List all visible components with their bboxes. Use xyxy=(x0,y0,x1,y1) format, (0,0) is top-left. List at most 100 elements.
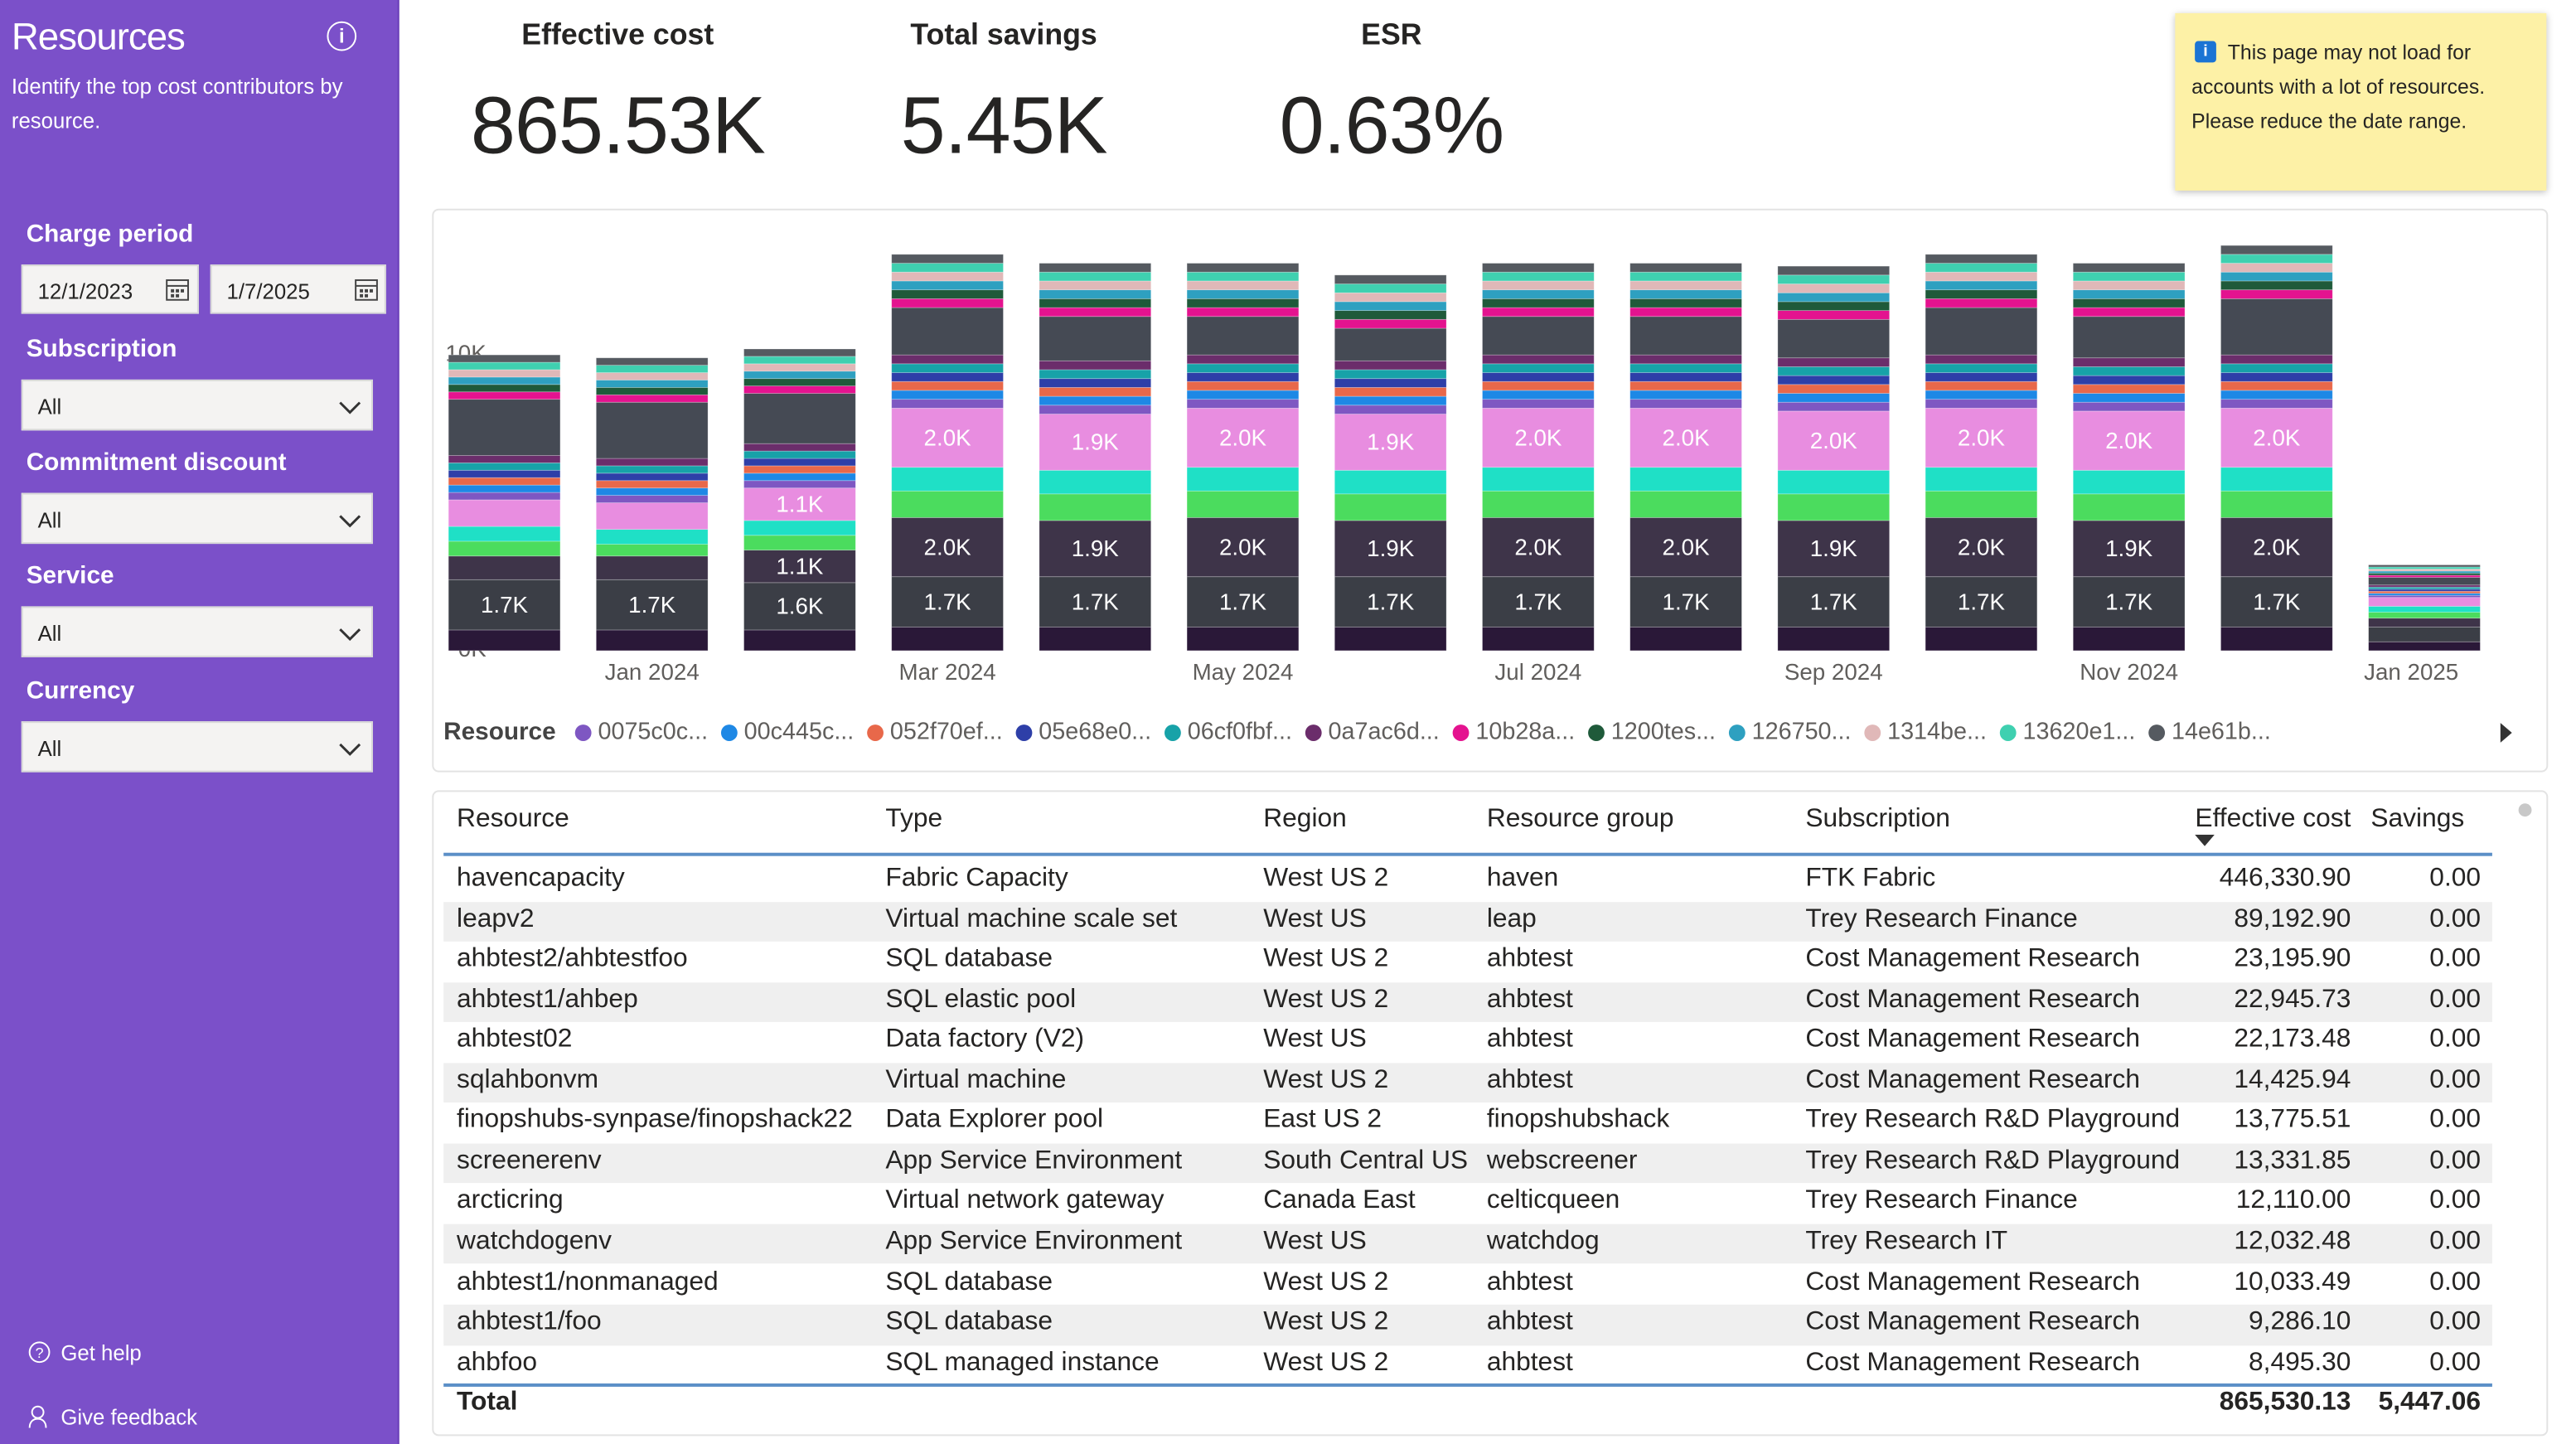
bar-segment xyxy=(1186,490,1300,518)
table-cell: Virtual network gateway xyxy=(885,1186,1165,1215)
bar-segment xyxy=(2220,380,2333,391)
table-cell: Virtual machine xyxy=(885,1065,1067,1094)
total-rule xyxy=(443,1383,2492,1386)
bar-segment xyxy=(448,629,561,652)
bar-segment xyxy=(2368,584,2481,588)
bar-segment xyxy=(1039,298,1152,308)
bar-segment xyxy=(448,526,561,542)
table-cell: Cost Management Research xyxy=(1805,1025,2141,1054)
data-label: 2.0K xyxy=(2253,424,2301,450)
bar-segment xyxy=(2220,626,2333,652)
bar-segment xyxy=(1186,467,1300,492)
table-cell: 12,032.48 xyxy=(2234,1227,2351,1256)
table-cell: 13,331.85 xyxy=(2234,1146,2351,1175)
bar-segment xyxy=(1186,316,1300,356)
help-link[interactable]: ? Get help xyxy=(28,1340,142,1365)
table-cell: Cost Management Research xyxy=(1805,1348,2141,1377)
bar-segment xyxy=(2368,612,2481,619)
bar-segment xyxy=(2220,467,2333,492)
chevron xyxy=(339,743,361,756)
column-header[interactable]: Region xyxy=(1263,805,1347,833)
bar-segment xyxy=(2220,245,2333,255)
link-text: Get help xyxy=(61,1340,142,1366)
table-cell: West US 2 xyxy=(1263,864,1389,893)
column-header[interactable]: Type xyxy=(885,805,943,833)
bar-segment xyxy=(1925,271,2038,282)
bar-segment xyxy=(2072,401,2186,412)
column-header[interactable]: Subscription xyxy=(1805,805,1950,833)
bar-segment xyxy=(1629,467,1742,492)
bar-segment xyxy=(2072,366,2186,376)
table-cell: 446,330.90 xyxy=(2219,864,2351,893)
legend-swatch xyxy=(574,724,592,741)
bar-segment xyxy=(2220,263,2333,273)
calendar-icon xyxy=(166,279,189,301)
dropdown[interactable]: All xyxy=(21,606,373,657)
bar-segment xyxy=(595,386,709,395)
bar-segment xyxy=(1334,274,1447,284)
bar-segment xyxy=(1629,407,1742,468)
bar-segment xyxy=(2072,393,2186,403)
bar-segment xyxy=(1039,289,1152,299)
bar-segment xyxy=(1482,626,1595,652)
bar-segment xyxy=(1777,469,1891,495)
bar-segment xyxy=(743,378,856,387)
total-value: 5,447.06 xyxy=(2378,1388,2482,1417)
bar-segment xyxy=(1039,316,1152,361)
table-cell: 0.00 xyxy=(2429,944,2482,973)
bar-segment xyxy=(1629,380,1742,391)
bar-segment xyxy=(2072,576,2186,628)
table-cell: 14,425.94 xyxy=(2234,1065,2351,1094)
date-input[interactable]: 12/1/2023 xyxy=(21,264,199,314)
bar-segment xyxy=(1334,493,1447,521)
bar-segment xyxy=(1482,263,1595,273)
column-header[interactable]: Savings xyxy=(2370,805,2465,833)
date-input[interactable]: 1/7/2025 xyxy=(210,264,386,314)
legend-next[interactable] xyxy=(2500,723,2512,743)
bar-segment xyxy=(891,280,1004,291)
table-cell: Cost Management Research xyxy=(1805,944,2141,973)
bar-segment xyxy=(2368,597,2481,607)
info-button[interactable]: i xyxy=(327,21,357,51)
bar-segment xyxy=(1925,254,2038,264)
bar-segment xyxy=(1039,414,1152,471)
bar-segment xyxy=(1186,271,1300,282)
bar-segment xyxy=(1186,263,1300,273)
bar-segment xyxy=(891,254,1004,264)
column-header[interactable]: Resource xyxy=(457,805,569,833)
filter-label: Currency xyxy=(26,676,135,705)
table-cell: Cost Management Research xyxy=(1805,1065,2141,1094)
bar-segment xyxy=(743,465,856,474)
table-cell: sqlahbonvm xyxy=(457,1065,599,1094)
bar-segment xyxy=(1186,399,1300,409)
dropdown[interactable]: All xyxy=(21,721,373,773)
table-cell: 0.00 xyxy=(2429,1227,2482,1256)
data-label: 1.1K xyxy=(776,554,824,579)
bar-segment xyxy=(1186,372,1300,382)
dropdown[interactable]: All xyxy=(21,379,373,431)
bar-segment xyxy=(1777,283,1891,293)
bar-segment xyxy=(1482,316,1595,356)
scrollbar[interactable] xyxy=(2518,803,2532,817)
data-label: 1.7K xyxy=(1072,589,1120,614)
feedback-link[interactable]: Give feedback xyxy=(28,1405,197,1429)
row-band xyxy=(443,1062,2492,1103)
bar-segment xyxy=(448,376,561,385)
bar-segment xyxy=(1777,265,1891,276)
bar-segment xyxy=(1925,576,2038,628)
filter-label: Commitment discount xyxy=(26,448,287,477)
bar-segment xyxy=(1482,399,1595,409)
dropdown[interactable]: All xyxy=(21,492,373,545)
table-cell: West US xyxy=(1263,904,1367,933)
sidebar-description: Identify the top cost contributors by re… xyxy=(11,74,343,133)
bar-segment xyxy=(1777,626,1891,652)
legend-swatch xyxy=(1015,724,1033,741)
column-header[interactable]: Effective cost xyxy=(2195,805,2351,833)
bar-segment xyxy=(1334,626,1447,652)
table-cell: App Service Environment xyxy=(885,1227,1183,1256)
x-tick-label: Jan 2024 xyxy=(605,659,700,685)
table-cell: 22,945.73 xyxy=(2234,985,2351,1014)
bar-segment xyxy=(1777,401,1891,412)
column-header[interactable]: Resource group xyxy=(1486,805,1674,833)
bar-segment xyxy=(448,492,561,501)
